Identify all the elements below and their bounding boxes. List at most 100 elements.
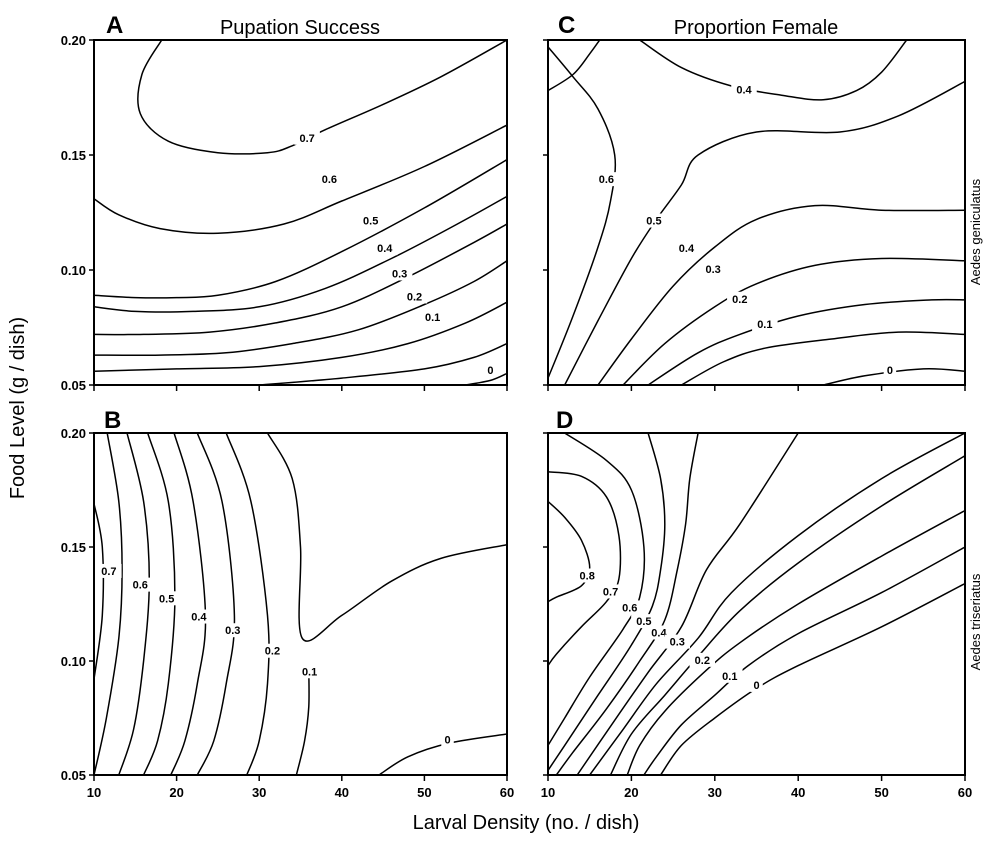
panel-d-contour-line-8 — [626, 509, 965, 775]
panel-c-contour-label-bg-0 — [731, 82, 757, 97]
panel-c-letter: C — [558, 12, 575, 39]
panel-d-contours: 0.8 0.7 0.6 0.50.40.3 0.2 0.1 0 — [548, 433, 965, 775]
panel-d-letter: D — [556, 407, 573, 434]
panel-d-contour-line-0 — [548, 500, 591, 603]
panel-a-contour-line-6 — [94, 301, 507, 372]
panel-a-contour-label-2: 0.5 — [363, 216, 378, 228]
panel-d-contour-label-5: 0.3 — [670, 637, 685, 649]
panel-b-contour-line-6 — [225, 433, 270, 775]
panel-b-x-tick-label-3: 40 — [335, 785, 349, 800]
panel-d-contour-line-4 — [555, 433, 699, 775]
panel-c-contour-label-3: 0.5 — [646, 216, 661, 228]
panel-a-contours: 0.7 0.6 0.5 0.4 0.30.20.1 0 — [94, 40, 507, 385]
panel-a-contour-label-6: 0.1 — [425, 312, 440, 324]
panel-a-contour-label-bg-2 — [357, 213, 384, 228]
panel-b-y-tick-label-2: 0.15 — [61, 540, 86, 555]
panel-b-contour-line-1 — [94, 433, 123, 775]
panel-b-frame — [93, 432, 508, 776]
panel-a-contour-label-bg-5 — [401, 289, 428, 304]
panel-d-contour-label-bg-8 — [717, 668, 743, 683]
panel-d-contour-line-10 — [659, 582, 965, 775]
panel-d-x-tick-label-4: 50 — [874, 785, 888, 800]
panel-c-contour-label-bg-5 — [700, 261, 726, 276]
x-axis-title: Larval Density (no. / dish) — [413, 812, 640, 834]
panel-b-contour-label-bg-9 — [441, 732, 454, 747]
panel-c-contours: 0.4 0.6 0.5 0.4 0.3 0.2 0.1 0 — [548, 40, 965, 385]
panel-d-contour-line-2 — [548, 433, 646, 746]
panel-c-contour-line-4 — [597, 204, 965, 385]
panel-c: C Proportion Female 0.40.60.50.40.30.20.… — [547, 12, 966, 386]
panel-c-contour-label-4: 0.4 — [679, 243, 695, 255]
panel-b-contour-label-bg-6 — [259, 643, 286, 658]
panel-d: D 0.8 0.7 0.6 0.50.40.3 0.2 0.1 0 — [547, 407, 966, 776]
panel-b-y-tick-label-1: 0.10 — [61, 654, 86, 669]
panel-b: B 0.7 0.6 0.5 0.4 0.3 0.2 0.1 0 — [93, 407, 508, 776]
panel-c-contour-label-0: 0.4 — [736, 84, 752, 96]
panel-a-contour-line-7 — [259, 342, 507, 385]
panel-b-x-tick-label-1: 20 — [169, 785, 183, 800]
panel-d-contour-label-bg-6 — [689, 652, 716, 667]
panel-c-contour-line-7 — [681, 331, 965, 385]
panel-a-contour-label-3: 0.4 — [377, 243, 393, 255]
panel-c-contour-label-2: 0.6 — [599, 174, 614, 186]
panel-a-letter: A — [106, 12, 123, 39]
panel-a-contour-label-bg-1 — [316, 172, 343, 187]
panel-a-contour-label-4: 0.3 — [392, 268, 407, 280]
panel-b-x-tick-label-5: 60 — [500, 785, 514, 800]
panel-c-contour-label-bg-2 — [593, 172, 620, 187]
panel-d-contour-label-0: 0.8 — [580, 571, 595, 583]
panel-b-contour-label-bg-7 — [296, 664, 323, 679]
panel-c-contour-label-5: 0.3 — [705, 264, 720, 276]
panel-d-contour-label-bg-10 — [750, 677, 763, 692]
panel-d-x-tick-label-5: 60 — [958, 785, 972, 800]
panel-d-contour-label-8: 0.1 — [722, 671, 737, 683]
panel-c-contour-label-bg-7 — [752, 317, 778, 332]
panel-a-contour-label-bg-8 — [484, 363, 497, 378]
panel-c-frame — [547, 39, 966, 386]
panel-b-contour-line-5 — [196, 433, 236, 775]
panel-c-contour-line-5 — [622, 257, 965, 385]
panel-d-x-tick-label-3: 40 — [791, 785, 805, 800]
panel-b-contour-line-4 — [170, 433, 207, 775]
panel-c-title: Proportion Female — [674, 17, 839, 39]
panel-b-contour-label-9: 0 — [444, 735, 450, 747]
panel-b-x-tick-label-4: 50 — [417, 785, 431, 800]
panel-d-contour-line-3 — [548, 433, 666, 771]
panel-b-contours: 0.7 0.6 0.5 0.4 0.3 0.2 0.1 0 — [94, 433, 507, 775]
panel-b-contour-line-0 — [94, 503, 105, 680]
panel-a: A Pupation Success 0.7 0.6 0.5 0.4 0.30.20.1… — [93, 12, 508, 386]
species-label-bottom: Aedes triseriatus — [968, 573, 983, 670]
panel-b-y-tick-label-3: 0.20 — [61, 426, 86, 441]
panel-b-contour-line-7 — [266, 433, 507, 642]
panel-b-contour-label-bg-5 — [220, 623, 246, 638]
panel-b-contour-label-3: 0.5 — [159, 593, 174, 605]
panel-b-contour-label-bg-2 — [127, 577, 154, 592]
panel-c-contour-line-2 — [548, 46, 617, 379]
panel-c-contour-label-bg-8 — [883, 363, 897, 378]
panel-b-contour-line-3 — [142, 433, 176, 775]
panel-a-contour-line-4 — [94, 223, 507, 336]
panel-a-frame — [93, 39, 508, 386]
panel-a-contour-line-0 — [137, 40, 507, 155]
panel-d-contour-label-bg-2 — [616, 600, 643, 615]
panel-d-contour-label-2: 0.6 — [622, 602, 637, 614]
panel-c-contour-label-7: 0.1 — [757, 319, 772, 331]
panel-d-x-tick-label-1: 20 — [624, 785, 638, 800]
panel-a-contour-label-5: 0.2 — [407, 291, 422, 303]
panel-a-y-tick-label-0: 0.05 — [61, 378, 86, 393]
panel-a-contour-label-bg-6 — [419, 310, 446, 325]
y-axis-title: Food Level (g / dish) — [7, 317, 29, 499]
panel-d-contour-line-7 — [609, 455, 965, 775]
panel-d-contour-label-10: 0 — [753, 680, 759, 692]
panel-d-x-tick-label-0: 10 — [541, 785, 555, 800]
panel-a-y-tick-label-3: 0.20 — [61, 33, 86, 48]
panel-a-y-tick-label-1: 0.10 — [61, 263, 86, 278]
panel-d-contour-label-1: 0.7 — [603, 586, 618, 598]
panel-c-contour-label-bg-3 — [641, 213, 667, 228]
panel-a-contour-line-2 — [94, 158, 507, 299]
panel-d-frame — [547, 432, 966, 776]
panel-b-contour-label-bg-1 — [96, 563, 122, 578]
panel-b-contour-label-1: 0.7 — [101, 566, 116, 578]
